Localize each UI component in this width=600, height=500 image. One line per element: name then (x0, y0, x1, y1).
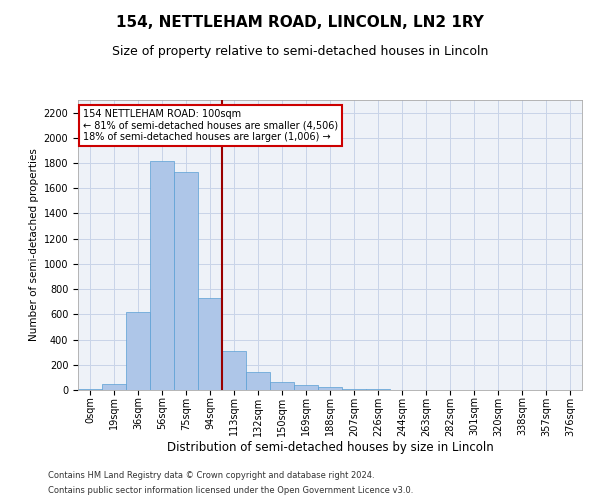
Bar (102, 384, 126, 390)
Y-axis label: Number of semi-detached properties: Number of semi-detached properties (29, 148, 40, 342)
X-axis label: Distribution of semi-detached houses by size in Lincoln: Distribution of semi-detached houses by … (167, 441, 493, 454)
Bar (222, 351, 246, 390)
Bar (294, 385, 318, 390)
Bar (174, 172, 198, 390)
Bar (246, 372, 270, 390)
Text: Contains public sector information licensed under the Open Government Licence v3: Contains public sector information licen… (48, 486, 413, 495)
Bar (198, 298, 222, 390)
Text: Size of property relative to semi-detached houses in Lincoln: Size of property relative to semi-detach… (112, 45, 488, 58)
Bar (78, 388, 102, 390)
Text: 154, NETTLEHAM ROAD, LINCOLN, LN2 1RY: 154, NETTLEHAM ROAD, LINCOLN, LN2 1RY (116, 15, 484, 30)
Bar (342, 389, 366, 390)
Bar (126, 312, 150, 390)
Bar (270, 382, 294, 390)
Text: 154 NETTLEHAM ROAD: 100sqm
← 81% of semi-detached houses are smaller (4,506)
18%: 154 NETTLEHAM ROAD: 100sqm ← 81% of semi… (83, 108, 338, 142)
Text: Contains HM Land Registry data © Crown copyright and database right 2024.: Contains HM Land Registry data © Crown c… (48, 471, 374, 480)
Bar (318, 388, 342, 390)
Bar (150, 160, 174, 390)
